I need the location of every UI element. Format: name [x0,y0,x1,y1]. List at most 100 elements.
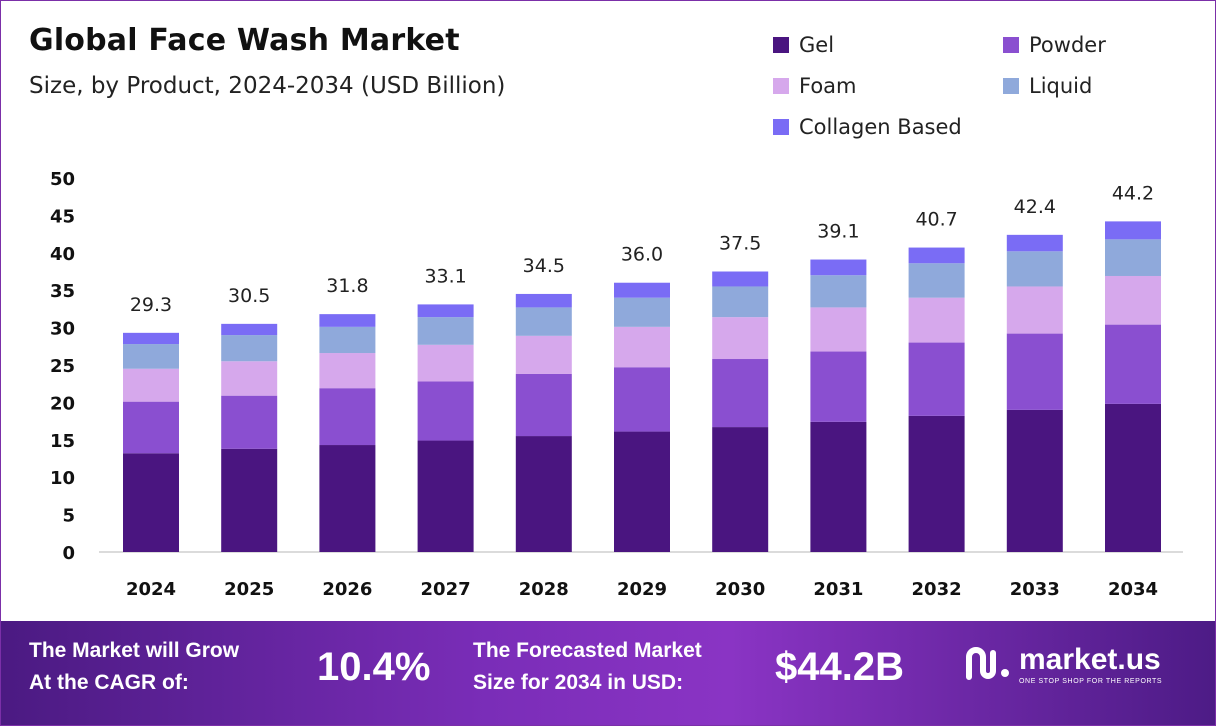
bar-liquid-2026 [319,326,376,354]
total-label-2033: 42.4 [1014,196,1056,218]
bar-liquid-2027 [417,317,474,345]
x-tick-label-2033: 2033 [1010,579,1060,600]
bar-foam-2027 [417,344,474,382]
total-label-2028: 34.5 [523,255,565,277]
total-label-2030: 37.5 [719,233,761,255]
bar-powder-2031 [810,351,867,422]
brand-tagline: ONE STOP SHOP FOR THE REPORTS [1019,677,1163,685]
legend-swatch-gel [773,37,789,53]
bar-foam-2025 [221,361,278,396]
bar-foam-2028 [515,335,572,374]
total-label-2024: 29.3 [130,294,172,316]
forecast-line2: Size for 2034 in USD: [473,671,684,694]
legend-label-liquid: Liquid [1029,74,1093,98]
bar-collagen-based-2033 [1006,234,1063,252]
brand-logo: market.us ONE STOP SHOP FOR THE REPORTS [963,643,1162,685]
bar-gel-2030 [712,427,769,552]
forecast-line1: The Forecasted Market [473,639,702,662]
legend-item-liquid: Liquid [1003,74,1092,98]
cagr-value: 10.4% [317,645,431,689]
bar-powder-2034 [1105,324,1161,404]
bar-foam-2030 [712,317,769,360]
total-label-2025: 30.5 [228,285,270,307]
cagr-line1: The Market will Grow [29,639,240,662]
legend-item-gel: Gel [773,33,834,57]
bar-liquid-2025 [221,335,278,362]
chart-title: Global Face Wash Market [29,23,460,58]
legend-swatch-liquid [1003,78,1019,94]
bar-liquid-2032 [908,263,965,298]
y-tick-label: 5 [62,506,75,527]
legend-item-collagen-based: Collagen Based [773,115,962,139]
legend-swatch-collagen-based [773,119,789,135]
y-tick-label: 0 [62,543,75,564]
y-tick-label: 30 [50,319,75,340]
bar-foam-2032 [908,297,965,343]
x-tick-label-2026: 2026 [322,579,372,600]
total-label-2027: 33.1 [424,265,466,287]
legend-label-gel: Gel [799,33,835,57]
bar-powder-2028 [515,373,572,437]
bar-collagen-based-2028 [515,293,572,308]
y-tick-label: 25 [50,356,75,377]
bar-collagen-based-2031 [810,259,867,276]
bar-powder-2025 [221,395,278,449]
legend-item-foam: Foam [773,74,857,98]
bar-collagen-based-2034 [1105,221,1161,240]
bar-gel-2034 [1105,403,1161,552]
x-tick-label-2024: 2024 [126,579,176,600]
bar-foam-2033 [1006,286,1063,334]
bar-gel-2031 [810,421,867,552]
bar-liquid-2024 [123,344,179,369]
chart-subtitle: Size, by Product, 2024-2034 (USD Billion… [29,73,506,99]
bar-foam-2024 [123,368,179,402]
bar-powder-2026 [319,388,376,446]
bar-gel-2024 [123,453,179,552]
bar-powder-2033 [1006,333,1063,410]
bar-liquid-2031 [810,275,867,308]
bar-collagen-based-2026 [319,314,376,327]
total-label-2029: 36.0 [621,244,663,266]
bar-collagen-based-2027 [417,304,474,318]
market-us-logo-icon [966,647,1009,680]
bar-liquid-2034 [1105,239,1161,276]
x-tick-label-2031: 2031 [813,579,863,600]
legend-item-powder: Powder [1003,33,1106,57]
y-tick-label: 15 [50,431,75,452]
forecast-text: The Forecasted Market Size for 2034 in U… [473,635,702,699]
bar-gel-2026 [319,445,376,552]
bar-liquid-2029 [614,297,670,327]
legend: Gel Powder Foam Liquid Collagen Based [773,33,1193,153]
bar-collagen-based-2029 [614,282,670,298]
cagr-text: The Market will Grow At the CAGR of: [29,635,239,699]
bar-gel-2032 [908,415,965,552]
y-tick-label: 35 [50,281,75,302]
legend-label-foam: Foam [799,74,857,98]
bar-gel-2029 [614,431,670,552]
brand-text: market.us ONE STOP SHOP FOR THE REPORTS [1019,642,1163,685]
bar-powder-2029 [614,367,670,432]
bar-foam-2026 [319,353,376,389]
bar-foam-2029 [614,326,670,368]
x-tick-label-2027: 2027 [421,579,471,600]
stacked-bar-chart: 0510152025303540455029.3202430.5202531.8… [50,169,1183,600]
legend-label-collagen-based: Collagen Based [799,115,962,139]
legend-swatch-foam [773,78,789,94]
legend-label-powder: Powder [1029,33,1106,57]
y-tick-label: 20 [50,393,75,414]
bar-foam-2031 [810,307,867,352]
x-tick-label-2034: 2034 [1108,579,1158,600]
footer-banner: The Market will Grow At the CAGR of: 10.… [1,621,1215,725]
x-tick-label-2032: 2032 [912,579,962,600]
bar-powder-2027 [417,381,474,441]
brand-name: market.us [1019,642,1161,676]
forecast-value: $44.2B [775,645,904,689]
bar-collagen-based-2030 [712,271,769,287]
bar-powder-2030 [712,359,769,428]
y-tick-label: 40 [50,244,75,265]
bar-gel-2027 [417,440,474,552]
bar-powder-2032 [908,342,965,416]
bar-gel-2033 [1006,409,1063,552]
bar-liquid-2033 [1006,251,1063,287]
